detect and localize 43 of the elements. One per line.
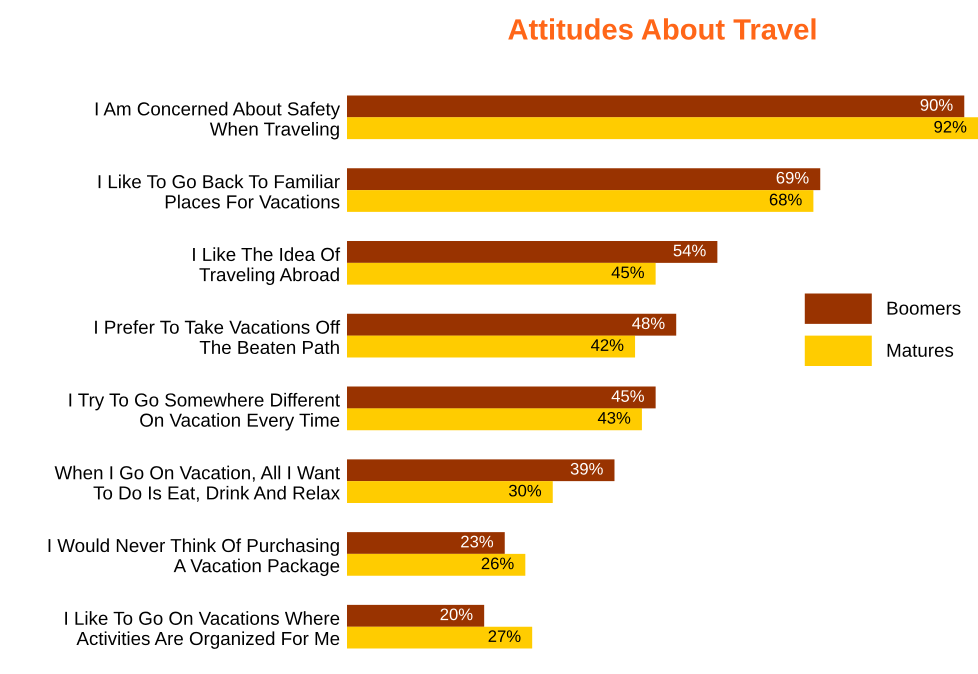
data-label: 23% xyxy=(461,536,494,548)
bar xyxy=(347,95,964,118)
bar xyxy=(347,117,978,140)
bar xyxy=(347,554,526,576)
bar xyxy=(347,408,642,430)
y-tick-label: I Would Never Think Of Purchasing A Vacation Package xyxy=(48,538,340,576)
y-tick-label: I Like To Go On Vacations Where Activities Are Organized For Me xyxy=(65,611,340,649)
data-label: 26% xyxy=(482,558,514,570)
data-label: 68% xyxy=(770,194,802,206)
data-label: 30% xyxy=(508,484,542,497)
bar xyxy=(347,241,718,263)
bar xyxy=(347,168,820,190)
bar xyxy=(347,626,532,649)
y-tick-label: I Am Concerned About Safety When Traveling xyxy=(96,102,340,140)
data-label: 20% xyxy=(440,608,472,620)
bar xyxy=(347,262,656,285)
data-label: 45% xyxy=(612,390,644,402)
data-label: 45% xyxy=(612,266,644,278)
y-tick-label: I Like The Idea Of Traveling Abroad xyxy=(193,247,340,285)
data-label: 92% xyxy=(934,120,966,133)
data-label: 90% xyxy=(920,99,953,111)
y-tick-label: I Try To Go Somewhere Different On Vacation Every Time xyxy=(69,392,340,431)
data-label: 39% xyxy=(570,462,603,475)
y-tick-label: When I Go On Vacation, All I Want To Do Is Eat, Drink And Relax xyxy=(54,466,340,502)
chart-title: Attitudes About Travel xyxy=(508,18,816,40)
data-label: 69% xyxy=(776,172,809,184)
bar xyxy=(347,481,553,503)
y-tick-label: I Like To Go Back To Familiar Places For Vacations xyxy=(98,174,340,209)
bar xyxy=(347,190,814,212)
bar xyxy=(347,314,676,336)
data-label: 42% xyxy=(591,339,624,351)
data-label: 48% xyxy=(632,317,665,330)
bar xyxy=(347,386,656,408)
bar xyxy=(347,336,636,358)
bar xyxy=(347,604,484,627)
y-tick-label: I Prefer To Take Vacations Off The Beaten Path xyxy=(95,320,340,354)
bar xyxy=(347,459,614,482)
bar xyxy=(347,532,505,554)
data-label: 54% xyxy=(674,244,706,256)
legend-label: Matures xyxy=(888,344,954,357)
legend-label: Boomers xyxy=(888,302,960,315)
data-label: 43% xyxy=(598,412,630,424)
data-label: 27% xyxy=(488,630,521,642)
